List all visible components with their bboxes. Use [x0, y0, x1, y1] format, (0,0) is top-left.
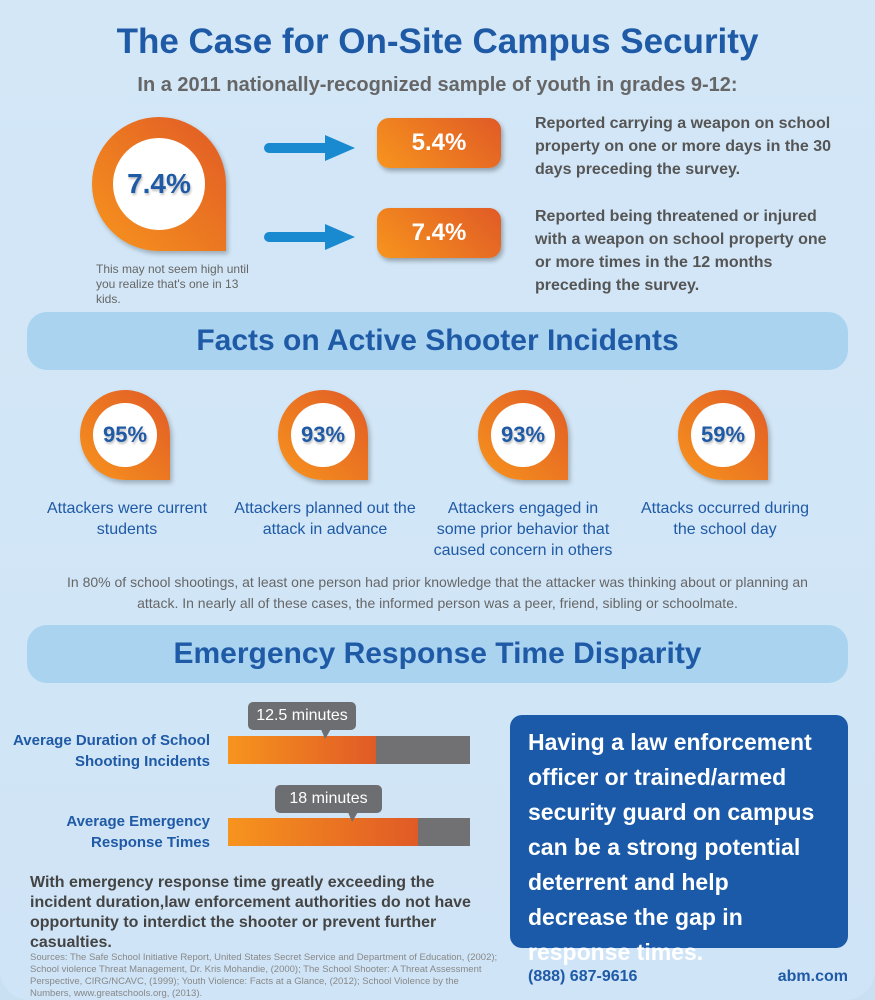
stat-box: 5.4% [377, 118, 501, 168]
bar-label: Average Emergency Response Times [66, 813, 210, 851]
bar-label: Average Duration of School Shooting Inci… [13, 732, 210, 770]
facts-note: In 80% of school shootings, at least one… [67, 574, 808, 611]
fact-pin: 93% [278, 390, 368, 480]
response-heading: Emergency Response Time Disparity [27, 625, 848, 683]
stat-description: Reported carrying a weapon on school pro… [535, 115, 832, 178]
sources: Sources: The Safe School Initiative Repo… [30, 952, 498, 999]
fact-value: 93% [491, 403, 555, 467]
arrow-right-icon [264, 224, 355, 250]
main-stat-caption: This may not seem high until you realize… [96, 262, 249, 306]
website-link[interactable]: abm.com [777, 968, 848, 985]
fact-pin: 93% [478, 390, 568, 480]
fact-value: 59% [691, 403, 755, 467]
main-stat-pin: 7.4% [92, 117, 226, 251]
response-bar [228, 818, 470, 846]
bar-fill [228, 818, 418, 846]
bar-fill [228, 736, 376, 764]
arrow-right-icon [264, 135, 355, 161]
stat-description: Reported being threatened or injured wit… [535, 208, 827, 294]
facts-heading: Facts on Active Shooter Incidents [27, 312, 848, 370]
fact-caption: Attacks occurred during the school day [640, 500, 810, 538]
duration-bar [228, 736, 470, 764]
value-bubble: 18 minutes [275, 785, 382, 813]
fact-pin: 95% [80, 390, 170, 480]
phone-number[interactable]: (888) 687-9616 [528, 968, 638, 985]
fact-value: 93% [291, 403, 355, 467]
callout-box: Having a law enforcement officer or trai… [510, 715, 848, 965]
main-stat: 7.4% [113, 138, 205, 230]
stat-box: 7.4% [377, 208, 501, 258]
response-summary: With emergency response time greatly exc… [30, 874, 471, 951]
subtitle: In a 2011 nationally-recognized sample o… [137, 74, 738, 96]
fact-caption: Attackers were current students [46, 500, 208, 538]
page-title: The Case for On-Site Campus Security [116, 22, 759, 61]
fact-value: 95% [93, 403, 157, 467]
fact-caption: Attackers planned out the attack in adva… [234, 500, 416, 538]
fact-pin: 59% [678, 390, 768, 480]
fact-caption: Attackers engaged in some prior behavior… [433, 500, 613, 559]
value-bubble: 12.5 minutes [248, 702, 356, 730]
